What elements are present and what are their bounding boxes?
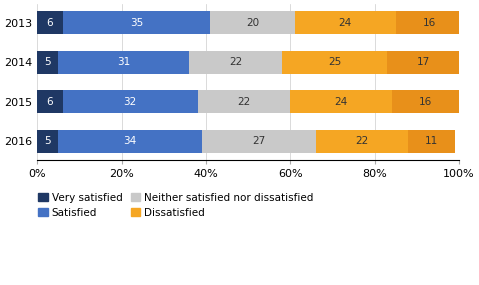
Text: 22: 22 bbox=[355, 136, 369, 146]
Bar bbox=[37, 130, 58, 152]
Bar bbox=[391, 90, 459, 113]
Bar bbox=[295, 11, 396, 34]
Bar bbox=[58, 130, 202, 152]
Bar bbox=[37, 51, 58, 74]
Text: 16: 16 bbox=[419, 97, 432, 107]
Legend: Very satisfied, Satisfied, Neither satisfied nor dissatisfied, Dissatisfied: Very satisfied, Satisfied, Neither satis… bbox=[38, 193, 314, 218]
Bar bbox=[37, 11, 63, 34]
Text: 25: 25 bbox=[328, 57, 341, 67]
Bar bbox=[63, 90, 197, 113]
Bar bbox=[282, 51, 388, 74]
Text: 22: 22 bbox=[237, 97, 251, 107]
Text: 32: 32 bbox=[124, 97, 137, 107]
Text: 22: 22 bbox=[229, 57, 242, 67]
Bar bbox=[396, 11, 463, 34]
Bar bbox=[202, 130, 316, 152]
Bar bbox=[210, 11, 295, 34]
Bar bbox=[58, 51, 189, 74]
Text: 16: 16 bbox=[423, 18, 436, 28]
Text: 6: 6 bbox=[46, 97, 53, 107]
Bar bbox=[189, 51, 282, 74]
Text: 20: 20 bbox=[246, 18, 259, 28]
Text: 34: 34 bbox=[124, 136, 137, 146]
Bar bbox=[63, 11, 210, 34]
Text: 24: 24 bbox=[339, 18, 352, 28]
Bar bbox=[197, 90, 290, 113]
Bar bbox=[409, 130, 455, 152]
Text: 5: 5 bbox=[45, 136, 51, 146]
Bar bbox=[290, 90, 391, 113]
Bar bbox=[316, 130, 409, 152]
Bar bbox=[388, 51, 459, 74]
Text: 35: 35 bbox=[130, 18, 143, 28]
Text: 31: 31 bbox=[117, 57, 130, 67]
Text: 5: 5 bbox=[45, 57, 51, 67]
Text: 27: 27 bbox=[252, 136, 265, 146]
Bar bbox=[37, 90, 63, 113]
Text: 17: 17 bbox=[417, 57, 430, 67]
Text: 11: 11 bbox=[425, 136, 438, 146]
Text: 24: 24 bbox=[334, 97, 348, 107]
Text: 6: 6 bbox=[46, 18, 53, 28]
